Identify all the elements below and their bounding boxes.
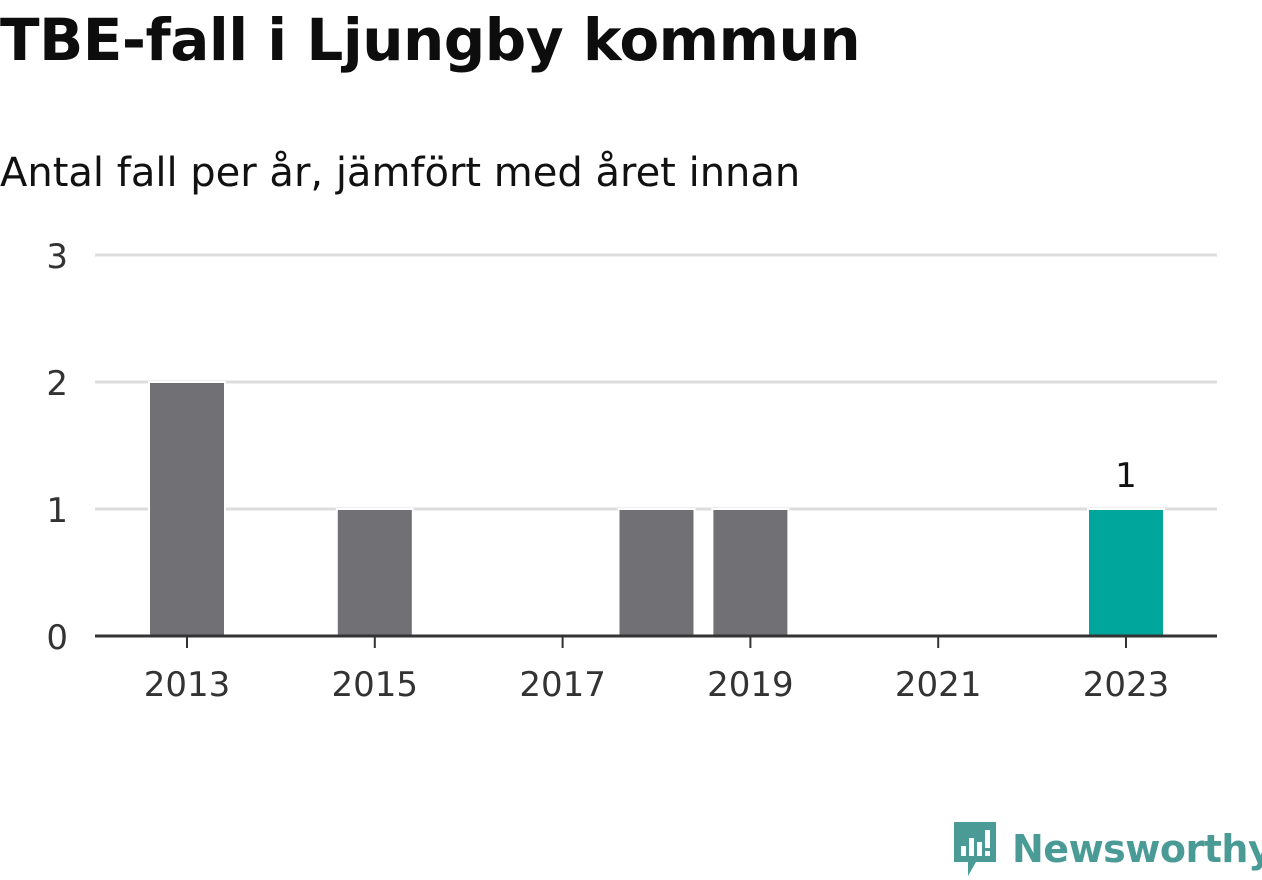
y-tick-label: 2 (46, 364, 68, 404)
newsworthy-logo: Newsworthy (950, 818, 1262, 880)
y-tick-label: 0 (46, 618, 68, 658)
data-label: 1 (1115, 456, 1137, 496)
axes (95, 634, 1217, 648)
bar (148, 381, 226, 637)
bar (335, 508, 414, 637)
x-tick-label: 2013 (144, 665, 231, 705)
x-tick-label: 2019 (707, 665, 794, 705)
brand-name: Newsworthy (1012, 827, 1262, 871)
x-tick-label: 2017 (519, 665, 606, 705)
bar (617, 508, 696, 637)
y-tick-label: 1 (46, 491, 68, 531)
bars (148, 381, 1165, 637)
chart-subtitle: Antal fall per år, jämfört med året inna… (0, 150, 801, 196)
gridlines (95, 253, 1217, 511)
bar-chart-bubble-icon (954, 822, 996, 876)
y-tick-label: 3 (46, 237, 68, 277)
labels: 0 1 2 3 2013 2015 2017 2019 2021 2023 1 (46, 237, 1169, 705)
x-tick-label: 2021 (895, 665, 982, 705)
bar (1087, 508, 1165, 637)
chart-title: TBE-fall i Ljungby kommun (0, 6, 861, 74)
x-tick-label: 2023 (1083, 665, 1170, 705)
bar (711, 508, 790, 637)
x-tick-label: 2015 (332, 665, 419, 705)
